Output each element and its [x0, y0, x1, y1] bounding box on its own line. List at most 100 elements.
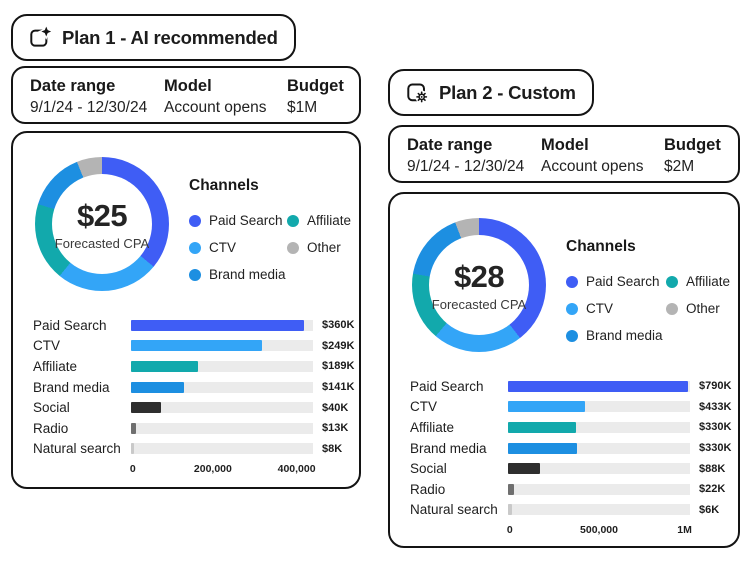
meta-value: 9/1/24 - 12/30/24 [407, 157, 525, 175]
bar-label: Affiliate [33, 358, 78, 374]
brand_media-bar [508, 442, 578, 454]
channels-legend: Paid Search CTV Brand media Affiliate Other [566, 268, 730, 349]
bar-row: CTV $433K [410, 397, 732, 418]
x-axis-tick: 200,000 [193, 463, 232, 476]
bar-value-label: $433K [699, 400, 732, 413]
x-axis-tick: 400,000 [277, 463, 316, 476]
legend-label: Other [685, 301, 720, 316]
legend-item: CTV [566, 295, 666, 322]
ctv-legend-dot [566, 302, 578, 315]
ctv-bar [508, 401, 586, 413]
bar-row: CTV $249K [33, 336, 354, 357]
meta-label: Date range [30, 77, 116, 95]
plan-1-meta-card: Date range 9/1/24 - 12/30/24 Model Accou… [11, 66, 361, 124]
radio-bar [508, 483, 515, 495]
legend-column: Affiliate Other [286, 207, 351, 288]
plan-2-panel: Plan 2 - Custom Date range 9/1/24 - 12/3… [388, 69, 740, 551]
bar-label: CTV [33, 338, 60, 354]
channels-legend-block: Channels Paid Search CTV Brand media Affili… [566, 238, 730, 349]
donut-hole [429, 235, 529, 335]
bar-track [508, 401, 690, 413]
meta-date-range: Date range 9/1/24 - 12/30/24 [407, 135, 541, 177]
bar-row: Natural search $6K [410, 500, 728, 521]
meta-label: Budget [664, 136, 721, 154]
legend-item: Other [665, 295, 730, 322]
legend-label: Other [306, 240, 341, 255]
x-axis: 0 200,000 400,000 [130, 463, 316, 479]
bar-value-label: $88K [699, 462, 726, 475]
bar-value-label: $790K [699, 380, 732, 393]
brand_media-legend-dot [566, 329, 578, 342]
bar-track [131, 319, 313, 331]
forecasted-cpa-label: Forecasted CPA [431, 296, 527, 312]
bar-track [508, 442, 690, 454]
gear-plan-icon [406, 81, 429, 104]
plan-title: Plan 1 - AI recommended [62, 26, 278, 48]
bar-track [131, 402, 313, 414]
bar-value-label: $6K [699, 503, 720, 516]
bar-row: Social $40K [33, 397, 349, 418]
plan-title: Plan 2 - Custom [439, 81, 576, 103]
meta-model: Model Account opens [164, 76, 287, 118]
forecasted-cpa-label: Forecasted CPA [54, 235, 150, 251]
bar-value-label: $8K [322, 442, 343, 455]
legend-label: CTV [209, 240, 236, 255]
channels-legend-block: Channels Paid Search CTV Brand media Affili… [189, 177, 351, 288]
legend-item: Affiliate [286, 207, 351, 234]
legend-label: Affiliate [306, 213, 351, 228]
bar-row: Radio $22K [410, 479, 728, 500]
bar-value-label: $330K [699, 442, 732, 455]
affiliate-legend-dot [286, 214, 299, 227]
ai-sparkle-plan-icon [29, 26, 52, 49]
ctv-bar [131, 340, 263, 352]
legend-label: Paid Search [586, 274, 660, 289]
plan-2-meta-card: Date range 9/1/24 - 12/30/24 Model Accou… [388, 125, 740, 183]
meta-label: Model [164, 77, 212, 95]
legend-label: Brand media [586, 328, 663, 343]
bar-label: Natural search [33, 441, 121, 457]
legend-item: Brand media [189, 261, 287, 288]
plan-1-header-pill[interactable]: Plan 1 - AI recommended [11, 14, 296, 61]
meta-value: $1M [287, 98, 318, 116]
meta-value: Account opens [164, 98, 267, 116]
x-axis: 0 500,000 1M [507, 524, 692, 540]
paid_search-legend-dot [189, 214, 201, 227]
donut-chart: $25 Forecasted CPA [35, 157, 169, 291]
forecasted-cpa-value: $28 [454, 258, 505, 294]
ctv-legend-dot [189, 241, 201, 254]
bar-label: Affiliate [410, 419, 455, 435]
bar-value-label: $40K [322, 401, 349, 414]
natural_search-bar [508, 504, 512, 516]
brand_media-legend-dot [189, 268, 201, 281]
bar-track [131, 443, 313, 455]
plan-2-header-pill[interactable]: Plan 2 - Custom [388, 69, 594, 116]
bar-value-label: $249K [322, 339, 355, 352]
meta-model: Model Account opens [541, 135, 664, 177]
bar-value-label: $360K [322, 319, 355, 332]
bar-track [508, 463, 690, 475]
legend-label: Affiliate [685, 274, 730, 289]
bar-value-label: $189K [322, 360, 355, 373]
paid_search-legend-dot [566, 275, 578, 288]
x-axis-tick: 500,000 [580, 524, 618, 537]
social-bar [508, 463, 540, 475]
bar-track [508, 421, 690, 433]
affiliate-bar [131, 360, 199, 372]
legend-item: CTV [189, 234, 287, 261]
bar-value-label: $22K [699, 483, 726, 496]
bar-track [131, 360, 313, 372]
channels-legend: Paid Search CTV Brand media Affiliate Other [189, 207, 351, 288]
legend-title: Channels [566, 238, 636, 255]
other-legend-dot [665, 302, 678, 315]
legend-column: Affiliate Other [665, 268, 730, 349]
legend-column: Paid Search CTV Brand media [566, 268, 666, 349]
natural_search-bar [131, 443, 134, 455]
bar-value-label: $13K [322, 422, 349, 435]
legend-column: Paid Search CTV Brand media [189, 207, 287, 288]
bar-track [131, 340, 313, 352]
bar-label: Natural search [410, 502, 498, 518]
plan-2-chart-card: $28 Forecasted CPA Channels Paid Search C… [388, 192, 740, 548]
plan-1-panel: Plan 1 - AI recommended Date range 9/1/2… [11, 14, 361, 494]
bar-value-label: $141K [322, 381, 355, 394]
bar-track [508, 380, 690, 392]
